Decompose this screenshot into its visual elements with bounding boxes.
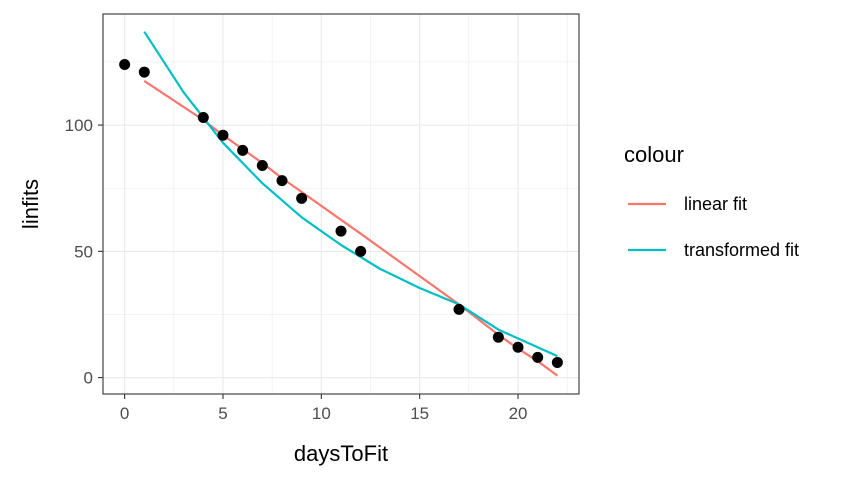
legend: colour linear fit transformed fit	[624, 142, 799, 260]
data-point	[256, 159, 268, 171]
data-point	[551, 356, 563, 368]
x-tick-label: 5	[218, 404, 227, 423]
panel-border	[102, 13, 580, 395]
data-point	[355, 245, 367, 257]
y-tick-label: 50	[74, 242, 93, 261]
x-axis-title: daysToFit	[294, 441, 388, 466]
legend-entry-linear-fit: linear fit	[628, 194, 747, 214]
axis-ticks	[98, 124, 519, 399]
panel-background	[103, 14, 579, 394]
data-point	[197, 112, 209, 124]
data-point	[512, 341, 524, 353]
data-point	[492, 331, 504, 343]
points	[119, 58, 563, 368]
data-point	[453, 303, 465, 315]
grid	[103, 14, 579, 394]
x-tick-label: 20	[509, 404, 528, 423]
x-tick-label: 0	[120, 404, 129, 423]
data-point	[276, 175, 288, 187]
y-tick-label: 100	[65, 116, 93, 135]
data-point	[138, 66, 150, 78]
data-point	[237, 144, 249, 156]
legend-label-linear-fit: linear fit	[684, 194, 747, 214]
data-point	[119, 58, 131, 70]
y-axis-title: linfits	[18, 179, 43, 229]
legend-label-transformed-fit: transformed fit	[684, 240, 799, 260]
data-point	[296, 192, 308, 204]
tick-labels: 0 5 10 15 20 0 50 100	[65, 116, 528, 423]
legend-title: colour	[624, 142, 684, 167]
series-line-transformed-fit	[143, 31, 558, 358]
y-tick-label: 0	[84, 369, 93, 388]
data-point	[532, 351, 544, 363]
data-point	[335, 225, 347, 237]
x-tick-label: 10	[312, 404, 331, 423]
legend-entry-transformed-fit: transformed fit	[628, 240, 799, 260]
data-point	[217, 129, 229, 141]
x-tick-label: 15	[410, 404, 429, 423]
